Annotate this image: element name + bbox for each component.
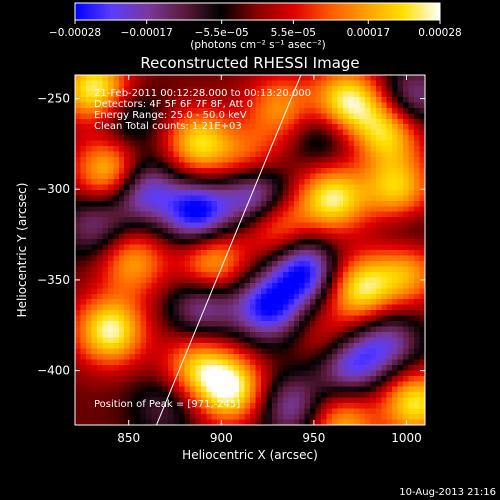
- colorbar-tick-label: 5.5e−05: [271, 27, 316, 39]
- y-axis-label: Heliocentric Y (arcsec): [15, 183, 29, 318]
- colorbar-tick-label: −0.00017: [121, 27, 173, 39]
- solar-limb-line: [156, 75, 302, 425]
- x-tick-label: 1000: [391, 431, 422, 445]
- colorbar-tick-label: 0.00028: [418, 27, 461, 39]
- colorbar: [74, 2, 441, 21]
- x-axis-label: Heliocentric X (arcsec): [182, 448, 318, 462]
- plot-frame: [74, 74, 426, 426]
- colorbar-units: (photons cm⁻² s⁻¹ asec⁻²): [190, 39, 325, 51]
- y-tick-label: −250: [37, 92, 70, 106]
- annotation-energy-range: Energy Range: 25.0 - 50.0 keV: [94, 110, 247, 121]
- x-axis-ticks: 850 900 950 1000: [117, 75, 422, 445]
- colorbar-ticks: −0.00028 −0.00017 −5.5e−05 5.5e−05 0.00017 0.…: [49, 20, 462, 39]
- annotation-detectors: Detectors: 4F 5F 6F 7F 8F, Att 0: [94, 99, 253, 110]
- y-tick-label: −300: [37, 182, 70, 196]
- colorbar-tick-label: −5.5e−05: [195, 27, 249, 39]
- heatmap-image: [75, 75, 425, 425]
- x-tick-label: 850: [117, 431, 140, 445]
- y-tick-label: −400: [37, 364, 70, 378]
- colorbar-tick-label: 0.00017: [347, 27, 390, 39]
- y-axis-ticks: −250 −300 −350 −400: [37, 92, 425, 378]
- x-tick-label: 950: [302, 431, 325, 445]
- annotation-time-range: 21-Feb-2011 00:12:28.000 to 00:13:20.000: [94, 88, 311, 99]
- x-tick-label: 900: [210, 431, 233, 445]
- annotation-clean-counts: Clean Total counts: 1.21E+03: [94, 121, 242, 132]
- annotation-peak-position: Position of Peak = [971,-245]: [94, 399, 240, 410]
- footer-timestamp: 10-Aug-2013 21:16: [399, 487, 496, 498]
- chart-title: Reconstructed RHESSI Image: [140, 54, 359, 72]
- colorbar-tick-label: −0.00028: [49, 27, 101, 39]
- y-tick-label: −350: [37, 273, 70, 287]
